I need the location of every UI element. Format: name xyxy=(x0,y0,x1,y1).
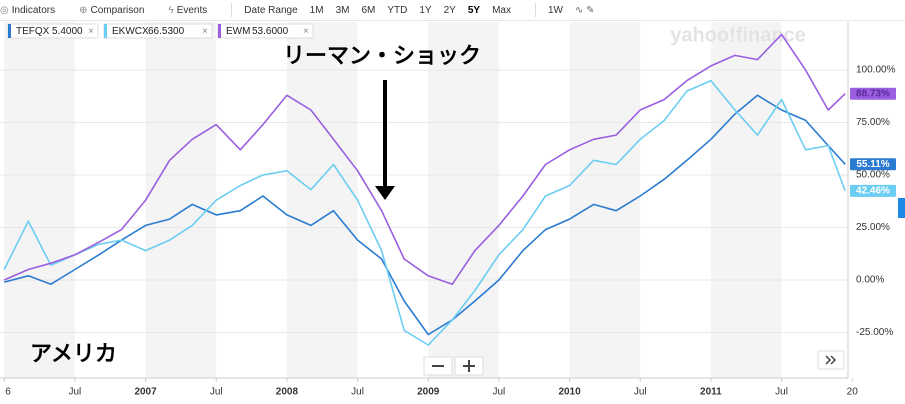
x-tick-label: Jul xyxy=(351,387,364,398)
legend-swatch xyxy=(8,24,11,38)
y-tick-label: 50.00% xyxy=(856,170,890,181)
range-button[interactable]: YTD xyxy=(387,4,408,16)
legend-quote: 5.4000 xyxy=(52,26,83,37)
x-tick-label: Jul xyxy=(634,387,647,398)
x-tick-label: Jul xyxy=(493,387,506,398)
y-tick-label: -25.00% xyxy=(856,327,893,338)
range-group: Date Range 1M 3M 6M YTD 1Y 2Y 5Y Max xyxy=(244,5,523,16)
time-band xyxy=(710,22,782,378)
x-tick-label: Jul xyxy=(210,387,223,398)
x-tick-label: 2009 xyxy=(417,387,440,398)
legend-quote: 66.5300 xyxy=(148,26,185,37)
range-button[interactable]: 3M xyxy=(335,4,350,16)
range-button[interactable]: 5Y xyxy=(467,4,481,16)
legend-quote: 53.6000 xyxy=(252,26,289,37)
toolbar: ◎ Indicators ⊕ Comparison ϟ Events Date Ran… xyxy=(0,0,905,21)
time-band xyxy=(569,22,641,378)
end-label-box xyxy=(850,158,896,171)
x-tick-label: 2010 xyxy=(558,387,581,398)
y-tick-label: 0.00% xyxy=(856,275,884,286)
time-band xyxy=(145,22,217,378)
x-tick-label: 2011 xyxy=(700,387,722,398)
end-label: 55.11% xyxy=(856,159,889,170)
x-tick-label: Jul xyxy=(775,387,788,398)
legend-name: EKWCX xyxy=(112,26,149,37)
range-button[interactable]: Max xyxy=(492,4,511,16)
range-button[interactable]: Date Range xyxy=(244,4,298,16)
series-line xyxy=(3,79,846,346)
end-label-box xyxy=(850,87,896,100)
watermark: yahoo!finance xyxy=(670,24,806,46)
side-tab xyxy=(898,198,905,218)
series-line xyxy=(3,33,846,285)
legend-name: EWM xyxy=(226,26,250,37)
arrow-head xyxy=(375,186,395,200)
x-tick-label: 6 xyxy=(5,387,11,398)
interval-button[interactable]: 1W xyxy=(547,4,563,16)
range-button[interactable]: 6M xyxy=(361,4,376,16)
end-label: 88.73% xyxy=(856,88,890,99)
label: Indicators xyxy=(11,4,56,16)
legend-close: × xyxy=(303,26,309,37)
series-line xyxy=(3,94,846,336)
label: Events xyxy=(176,4,208,16)
y-tick-label: 100.00% xyxy=(856,65,896,76)
annotation: リーマン・ショック xyxy=(283,43,481,68)
y-tick-label: 75.00% xyxy=(856,117,890,128)
time-band xyxy=(286,22,358,378)
time-band xyxy=(428,22,499,378)
x-tick-label: 2008 xyxy=(276,387,299,398)
legend-chip[interactable]: EWM 53.6000 × xyxy=(217,23,314,39)
x-tick-label: 20 xyxy=(847,387,859,398)
annotation: アメリカ xyxy=(30,341,117,366)
end-label: 42.46% xyxy=(856,185,890,196)
comparison-button[interactable]: ⊕ Comparison xyxy=(79,4,145,16)
label: Comparison xyxy=(90,4,145,16)
end-label-box xyxy=(850,184,896,197)
indicators-button[interactable]: ◎ Indicators xyxy=(0,4,56,16)
range-button[interactable]: 1Y xyxy=(419,4,432,16)
legend-name: TEFQX xyxy=(16,26,50,37)
y-tick-label: 25.00% xyxy=(856,222,890,233)
x-tick-label: Jul xyxy=(69,387,82,398)
separator xyxy=(534,3,536,17)
range-button[interactable]: 2Y xyxy=(443,4,456,16)
legend-close: × xyxy=(88,26,94,37)
range-button[interactable]: 1M xyxy=(309,4,324,16)
legend-chip[interactable]: EKWCX 66.5300 × xyxy=(103,23,213,39)
legend-close: × xyxy=(202,26,208,37)
time-band xyxy=(4,22,75,378)
events-button[interactable]: ϟ Events xyxy=(168,4,208,16)
legend-swatch xyxy=(104,24,107,38)
draw-button[interactable]: ∿ ✎ xyxy=(574,4,595,16)
scroll-icon xyxy=(825,355,837,365)
x-tick-label: 2007 xyxy=(134,387,157,398)
legend-swatch xyxy=(218,24,221,38)
legend-chip[interactable]: TEFQX 5.4000 × xyxy=(7,23,99,39)
separator xyxy=(231,3,233,17)
